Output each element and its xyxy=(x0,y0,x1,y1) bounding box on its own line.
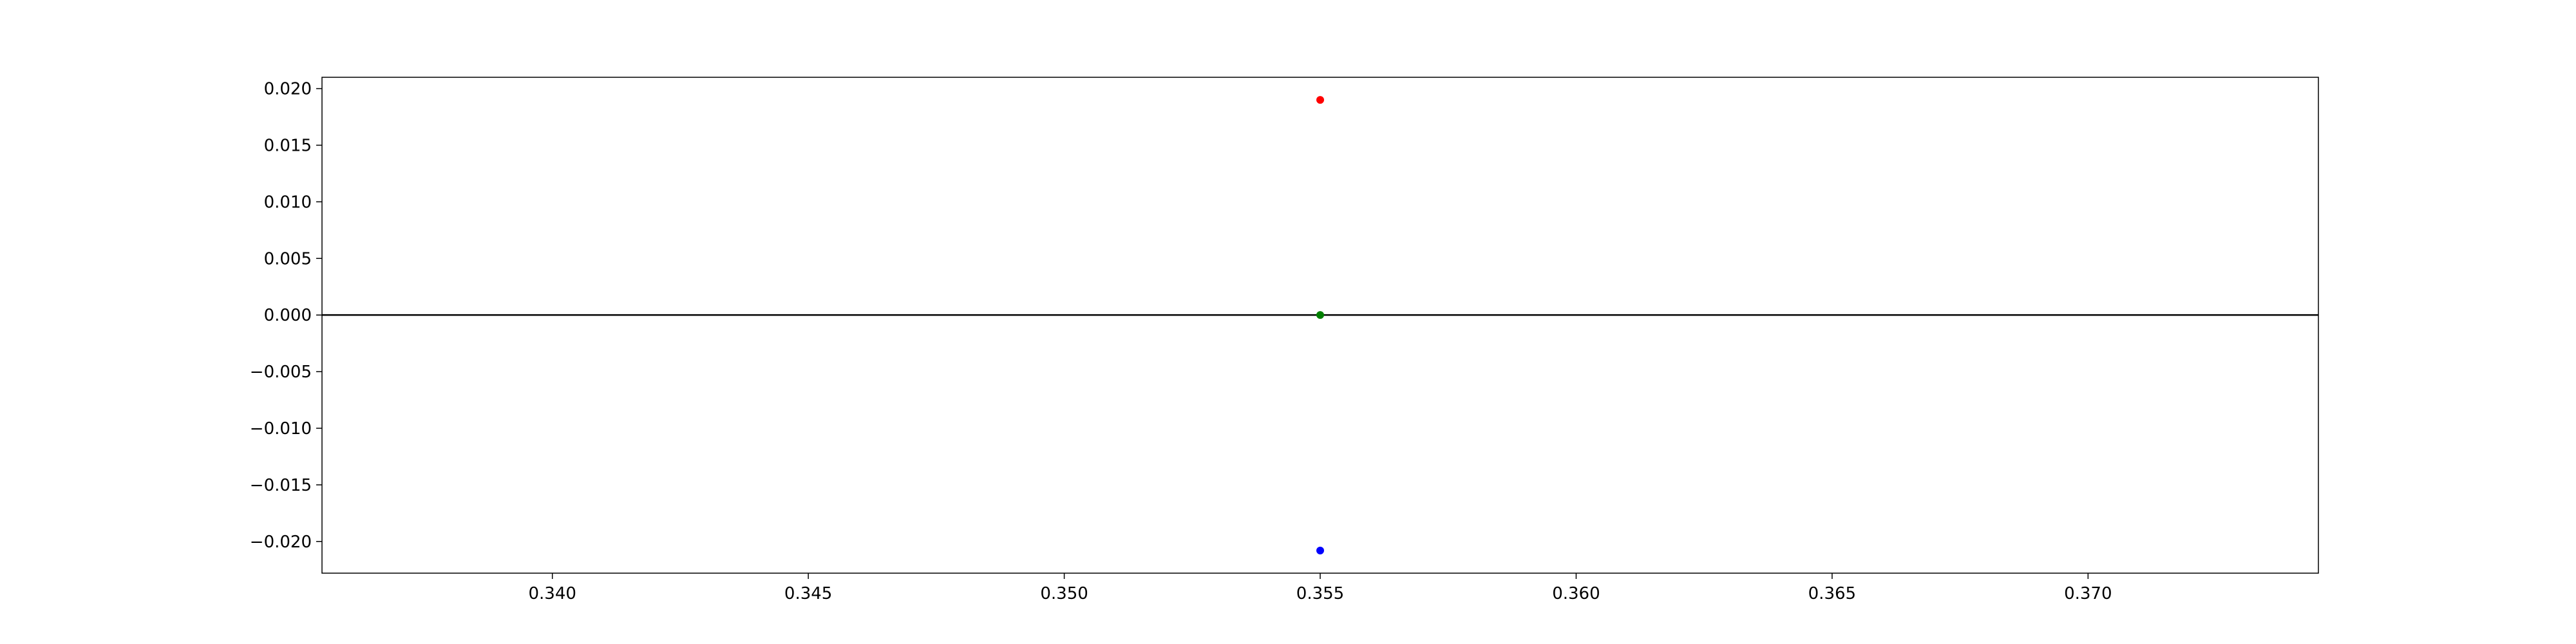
x-tick-label: 0.355 xyxy=(1296,584,1344,603)
y-tick-label: 0.005 xyxy=(264,249,312,269)
x-tick-label: 0.370 xyxy=(2064,584,2112,603)
y-tick-label: 0.015 xyxy=(264,136,312,155)
y-tick-label: 0.010 xyxy=(264,193,312,212)
x-tick-label: 0.365 xyxy=(1808,584,1856,603)
x-tick-label: 0.340 xyxy=(528,584,576,603)
x-axis: 0.340 0.345 0.350 0.355 0.360 0.365 0.370 xyxy=(528,573,2112,603)
x-tick-label: 0.360 xyxy=(1552,584,1600,603)
y-tick-label: 0.020 xyxy=(264,80,312,99)
y-tick-label: 0.000 xyxy=(264,306,312,325)
data-point-1 xyxy=(1316,311,1324,319)
y-axis: 0.020 0.015 0.010 0.005 0.000 −0.005 −0.010 −0.… xyxy=(250,80,322,552)
data-points xyxy=(1316,96,1324,554)
plot-area-frame xyxy=(321,77,2319,574)
data-point-0 xyxy=(1316,96,1324,104)
data-point-2 xyxy=(1316,546,1324,554)
y-tick-label: −0.020 xyxy=(250,533,312,552)
y-tick-label: −0.005 xyxy=(250,363,312,382)
x-tick-label: 0.350 xyxy=(1040,584,1088,603)
y-tick-label: −0.015 xyxy=(250,476,312,495)
y-tick-label: −0.010 xyxy=(250,419,312,439)
x-tick-label: 0.345 xyxy=(784,584,832,603)
